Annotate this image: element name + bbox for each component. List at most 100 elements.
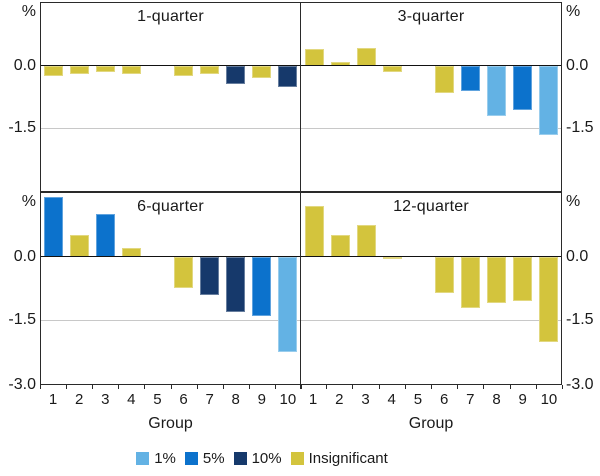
y-tick-label-minus-1-5: -1.5	[566, 311, 594, 329]
panel-title: 6-quarter	[137, 198, 204, 215]
y-axis-unit-label: %	[566, 193, 581, 210]
y-tick-label-minus-1-5: -1.5	[566, 119, 594, 137]
bar-group-9	[251, 65, 271, 79]
y-tick-label-0: 0.0	[566, 56, 589, 74]
bar-group-2	[330, 235, 350, 257]
y-tick-label-0: 0.0	[13, 247, 36, 265]
bar-group-10	[277, 256, 297, 353]
x-axis-tick	[352, 385, 354, 389]
y-tick-label-minus-1-5: -1.5	[8, 119, 36, 137]
bar-group-10	[277, 65, 297, 87]
y-axis-unit-label: %	[21, 3, 36, 20]
bar-group-3	[356, 48, 376, 66]
bar-group-8	[225, 65, 245, 85]
bar-group-2	[70, 235, 90, 257]
legend: 1% 5% 10% Insignificant	[40, 450, 484, 467]
gridline-minus-1-5	[301, 319, 561, 321]
panel-12-quarter: 12-quarter	[300, 192, 562, 385]
zero-axis-line	[301, 256, 561, 258]
x-tick-label: 3	[101, 391, 110, 408]
x-axis-tick	[144, 385, 146, 389]
x-axis-tick	[535, 385, 537, 389]
panel-title: 1-quarter	[137, 8, 204, 25]
x-axis-tick	[170, 385, 172, 389]
bar-group-8	[225, 256, 245, 312]
x-tick-label: 8	[492, 391, 501, 408]
y-tick-label-0: 0.0	[13, 56, 36, 74]
legend-item-10pct: 10%	[233, 450, 282, 467]
x-tick-label: 10	[279, 391, 297, 408]
zero-axis-line	[301, 65, 561, 67]
x-tick-label: 5	[153, 391, 162, 408]
y-tick-label-minus-3: -3.0	[8, 376, 36, 393]
bar-group-8	[486, 65, 506, 116]
bar-group-6	[173, 256, 193, 289]
panel-6-quarter: 6-quarter	[40, 192, 301, 385]
bar-group-9	[512, 256, 532, 302]
legend-label: 5%	[202, 450, 225, 467]
y-tick-label-0: 0.0	[566, 247, 589, 265]
legend-item-insignificant: Insignificant	[290, 450, 388, 467]
x-axis-tick	[378, 385, 380, 389]
bar-group-7	[199, 256, 219, 295]
x-axis-tick	[326, 385, 328, 389]
x-axis-tick	[562, 385, 563, 389]
bar-group-1	[44, 197, 64, 257]
x-tick-label: 6	[179, 391, 188, 408]
bar-group-1	[44, 65, 64, 77]
y-axis-unit-label: %	[21, 193, 36, 210]
y-tick-label-minus-1-5: -1.5	[8, 311, 36, 329]
bar-group-2	[330, 62, 350, 66]
bar-group-4	[122, 65, 142, 74]
x-tick-label: 4	[387, 391, 396, 408]
x-tick-label: 9	[257, 391, 266, 408]
x-tick-label: 2	[335, 391, 344, 408]
zero-axis-line	[41, 256, 300, 258]
zero-axis-line	[41, 65, 300, 67]
x-tick-label: 1	[48, 391, 58, 408]
bar-group-3	[356, 224, 376, 257]
x-tick-label: 6	[439, 391, 449, 408]
bar-group-3	[96, 65, 116, 72]
y-tick-label-minus-3: -3.0	[566, 376, 594, 393]
legend-label: 1%	[154, 450, 176, 467]
x-tick-label: 7	[466, 391, 475, 408]
bar-group-1	[304, 48, 324, 66]
bar-group-9	[512, 65, 532, 110]
x-axis-tick	[404, 385, 406, 389]
gridline-minus-1-5	[41, 319, 300, 321]
legend-item-1pct: 1%	[136, 450, 176, 467]
bar-group-7	[460, 256, 480, 308]
legend-label: Insignificant	[308, 450, 388, 467]
bar-group-10	[538, 65, 558, 135]
legend-swatch-10pct-icon	[233, 452, 247, 465]
x-axis-tick	[274, 385, 276, 389]
x-axis-tick	[66, 385, 68, 389]
bar-group-2	[70, 65, 90, 74]
x-axis-tick	[483, 385, 485, 389]
x-axis-tick	[92, 385, 94, 389]
bar-group-4	[382, 65, 402, 72]
panel-title: 3-quarter	[397, 8, 465, 25]
x-axis-tick	[300, 385, 301, 389]
x-axis-tick	[301, 385, 302, 389]
legend-item-5pct: 5%	[184, 450, 225, 467]
x-tick-label: 4	[127, 391, 136, 408]
x-axis-tick	[509, 385, 511, 389]
legend-label: 10%	[251, 450, 282, 467]
bar-group-6	[434, 65, 454, 93]
x-tick-label: 1	[308, 391, 318, 408]
x-axis-tick	[196, 385, 198, 389]
gridline-minus-1-5	[301, 127, 561, 129]
x-axis-tick	[40, 385, 41, 389]
bar-group-7	[460, 65, 480, 91]
bar-group-8	[486, 256, 506, 304]
legend-swatch-5pct-icon	[184, 452, 198, 465]
bar-group-4	[382, 256, 402, 259]
x-tick-label: 2	[74, 391, 84, 408]
bar-group-4	[122, 248, 142, 257]
x-axis-tick	[118, 385, 120, 389]
x-axis-title-right: Group	[408, 415, 454, 432]
bar-group-1	[304, 205, 324, 257]
